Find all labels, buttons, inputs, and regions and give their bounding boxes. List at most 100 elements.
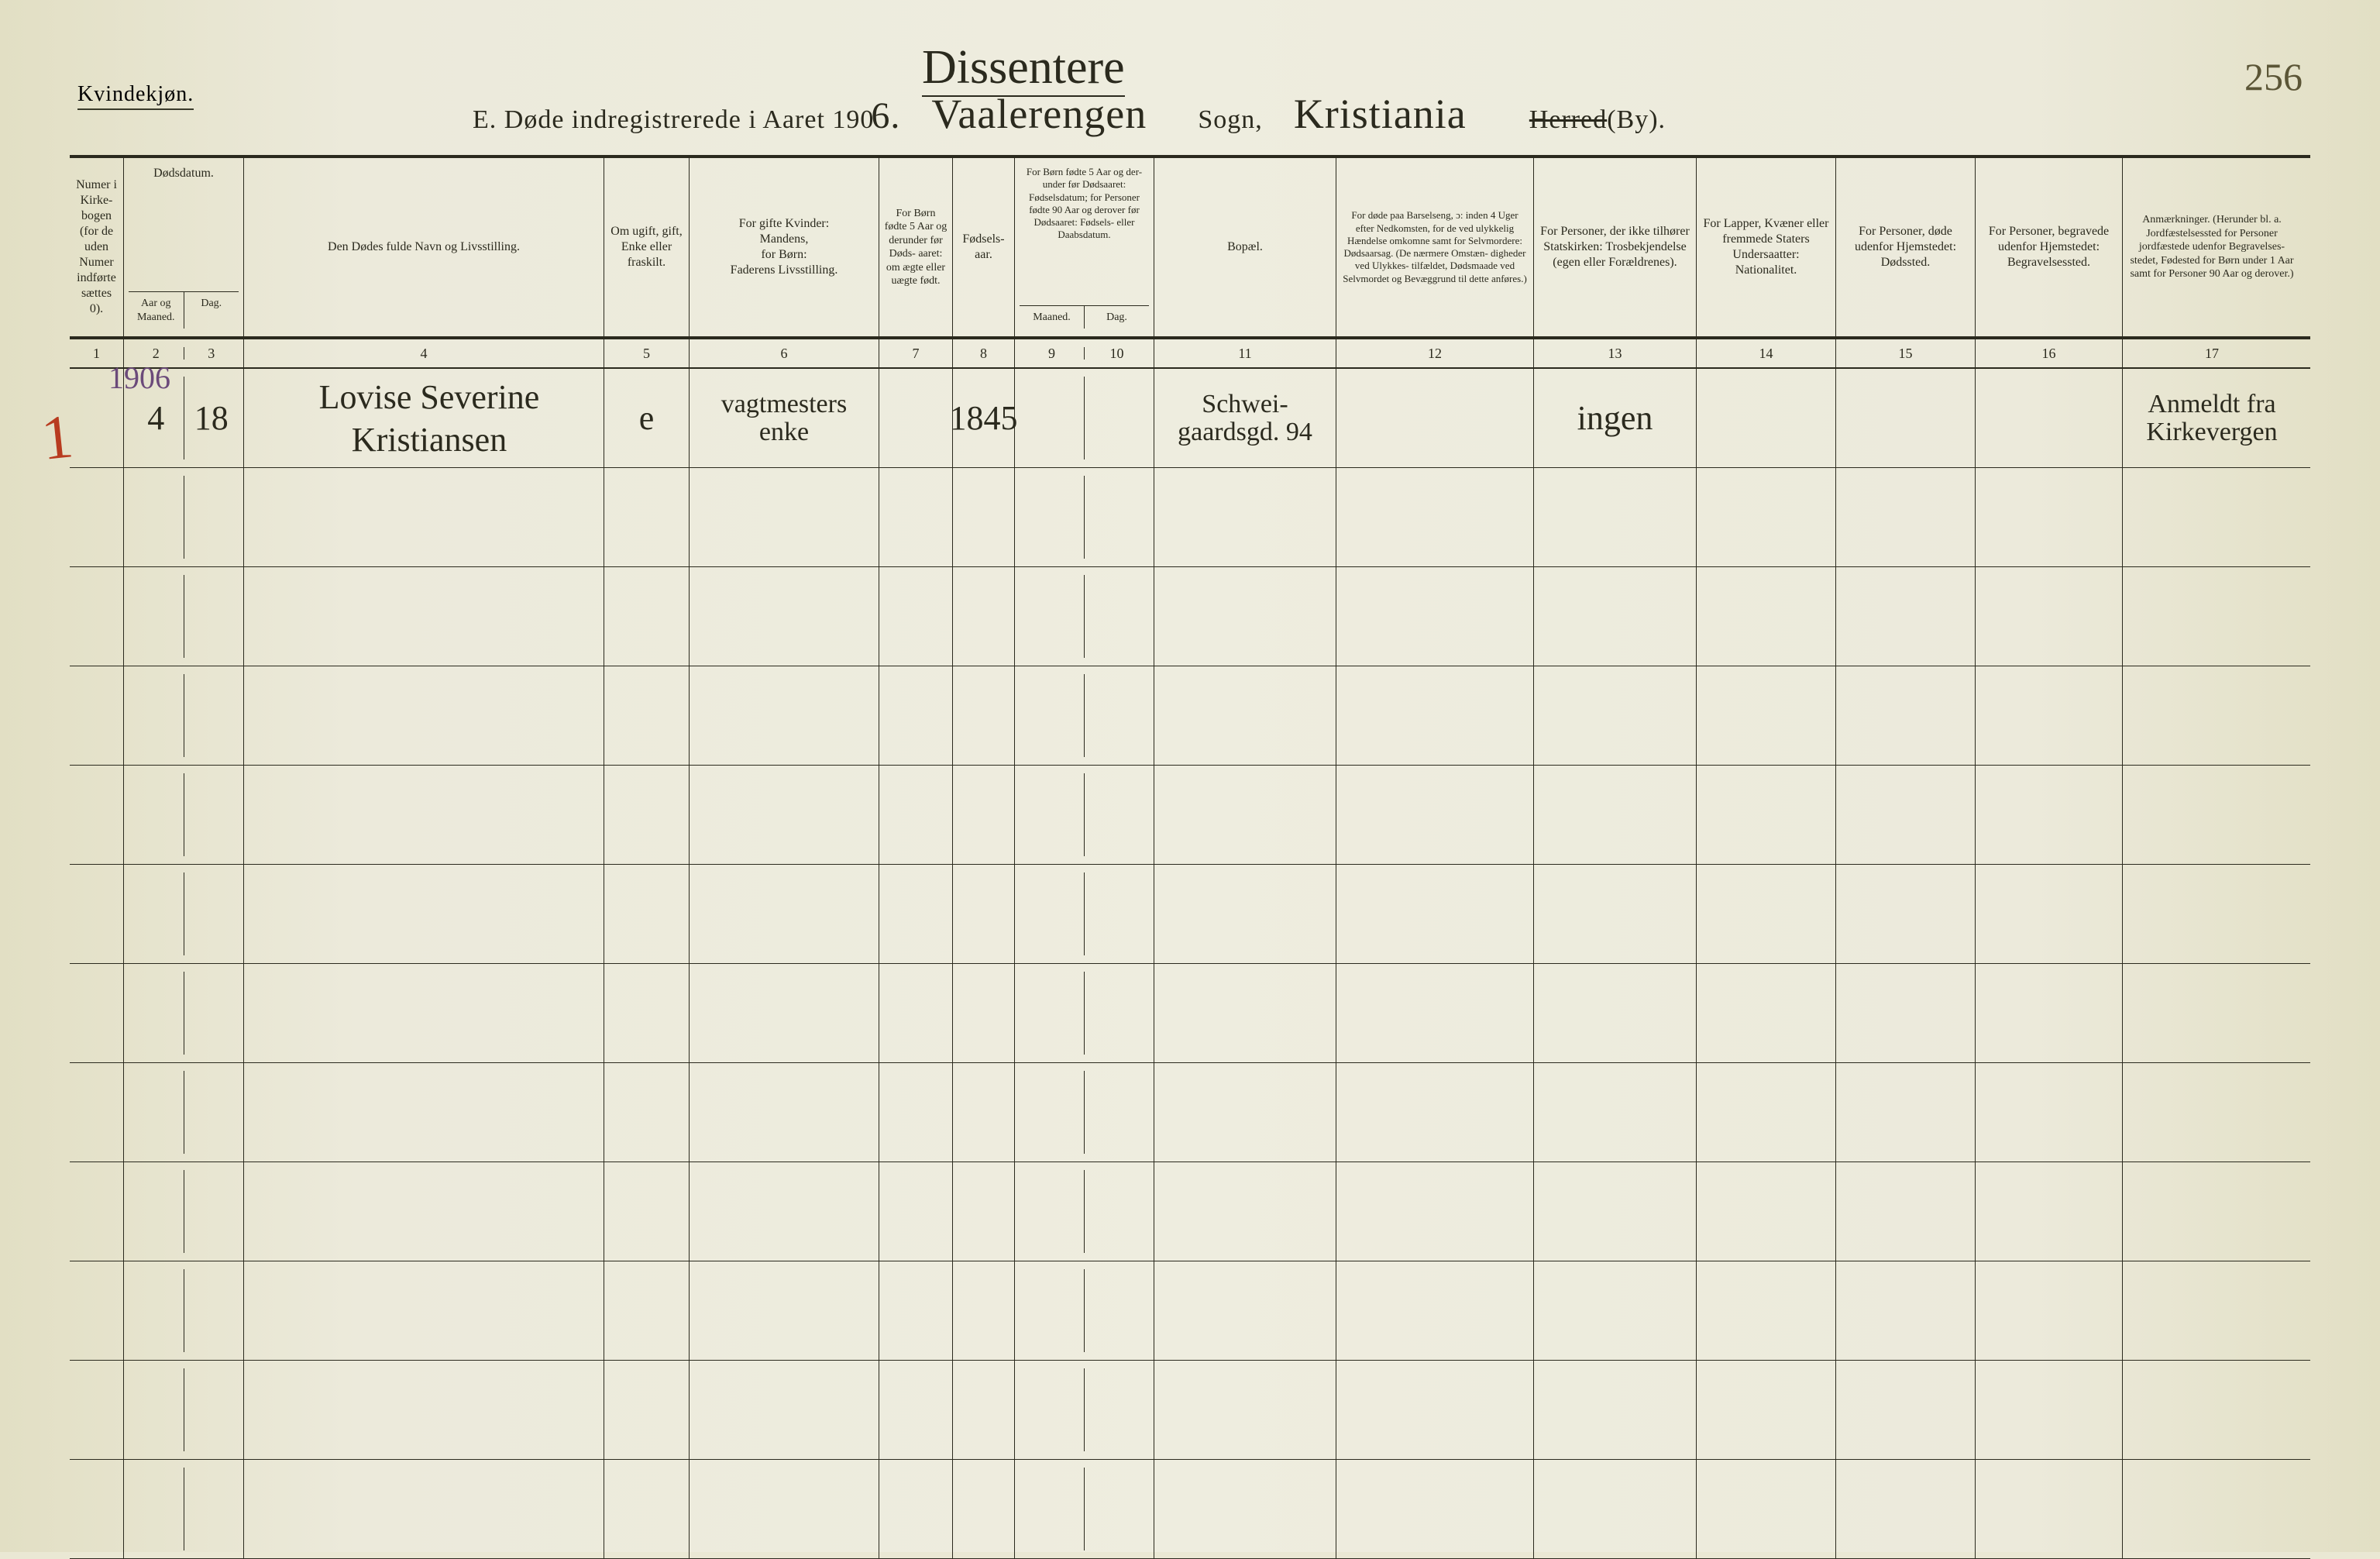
empty-cell: [244, 1162, 604, 1261]
empty-cell: [690, 964, 879, 1062]
empty-cell: [1534, 865, 1697, 963]
empty-cell: [1336, 1460, 1534, 1558]
colnum-7: 8: [953, 339, 1015, 367]
empty-cell: [1015, 1063, 1154, 1162]
empty-cell: [2123, 1460, 2301, 1558]
colnum-11: 13: [1534, 339, 1697, 367]
empty-cell: [604, 865, 690, 963]
col-header-8a: Maaned.: [1020, 306, 1085, 329]
col-header-2a: Aar og Maaned.: [129, 292, 184, 329]
empty-cell: [1154, 1162, 1336, 1261]
empty-cell: [604, 1261, 690, 1360]
cell-occupation: vagtmesters enke: [690, 369, 879, 467]
empty-cell: [1154, 1361, 1336, 1459]
col-header-4: Om ugift, gift, Enke eller fraskilt.: [604, 158, 690, 336]
empty-cell: [244, 468, 604, 566]
table-row: [70, 1361, 2310, 1460]
empty-cell: [1836, 1261, 1976, 1360]
column-number-row: 1 2 3 4 5 6 7 8 9 10 11 12 13 14 15: [70, 339, 2310, 369]
empty-cell: [1534, 1460, 1697, 1558]
empty-cell: [244, 666, 604, 765]
col-header-14: For Personer, begravede udenfor Hjemsted…: [1976, 158, 2123, 336]
table-row: [70, 964, 2310, 1063]
empty-cell: [1697, 1162, 1836, 1261]
col-header-5-bot: Faderens Livsstilling.: [731, 263, 838, 278]
parish-hand: Vaalerengen: [931, 90, 1179, 138]
empty-cell: [124, 766, 244, 864]
empty-cell: [2123, 1361, 2301, 1459]
ledger-table: Numer i Kirke- bogen (for de uden Numer …: [70, 155, 2310, 1559]
colnum-2a: 2: [129, 347, 184, 360]
empty-cell: [1336, 1261, 1534, 1360]
cell-occupation-l2: enke: [759, 418, 809, 446]
empty-cell: [70, 1261, 124, 1360]
empty-cell: [124, 1162, 244, 1261]
empty-cell: [1976, 766, 2123, 864]
empty-cell: [1534, 567, 1697, 666]
col-header-5: For gifte Kvinder: Mandens, for Børn: Fa…: [690, 158, 879, 336]
empty-cell: [1976, 1162, 2123, 1261]
cell-cause: [1336, 369, 1534, 467]
empty-cell: [1976, 1063, 2123, 1162]
colnum-8: 9 10: [1015, 339, 1154, 367]
empty-cell: [604, 468, 690, 566]
empty-cell: [879, 766, 953, 864]
empty-cell: [1534, 1162, 1697, 1261]
col-header-2b: Dag.: [184, 292, 239, 329]
empty-cell: [879, 1162, 953, 1261]
empty-cell: [70, 865, 124, 963]
cell-burialplace: [1976, 369, 2123, 467]
year-purple-annotation: 1906: [108, 360, 170, 396]
empty-cell: [879, 666, 953, 765]
empty-cell: [953, 1063, 1015, 1162]
empty-cell: [1336, 766, 1534, 864]
header-row: Numer i Kirke- bogen (for de uden Numer …: [70, 158, 2310, 339]
empty-cell: [1015, 468, 1154, 566]
empty-cell: [2123, 1162, 2301, 1261]
page-number: 256: [2244, 54, 2303, 99]
empty-cell: [1836, 666, 1976, 765]
empty-cell: [1154, 468, 1336, 566]
cell-residence-l1: Schwei-: [1202, 391, 1288, 418]
empty-cell: [690, 666, 879, 765]
empty-cell: [953, 766, 1015, 864]
empty-cell: [1697, 1261, 1836, 1360]
empty-cell: [2123, 666, 2301, 765]
empty-cell: [1697, 865, 1836, 963]
empty-cell: [244, 964, 604, 1062]
col-header-8: For Børn fødte 5 Aar og der- under før D…: [1015, 158, 1154, 336]
table-row: [70, 666, 2310, 766]
sogn-label: Sogn,: [1198, 105, 1262, 135]
cell-remark-l1: Anmeldt fra: [2148, 391, 2275, 418]
empty-cell: [2123, 468, 2301, 566]
table-row: [70, 567, 2310, 666]
empty-cell: [1154, 865, 1336, 963]
col-header-8-text: For Børn fødte 5 Aar og der- under før D…: [1020, 166, 1149, 242]
empty-cell: [604, 1063, 690, 1162]
empty-cell: [690, 468, 879, 566]
cell-occupation-l1: vagtmesters: [721, 391, 847, 418]
empty-cell: [1154, 1460, 1336, 1558]
empty-cell: [1697, 1361, 1836, 1459]
by-label: (By).: [1607, 105, 1666, 135]
table-row: [70, 1162, 2310, 1261]
empty-cell: [1697, 1063, 1836, 1162]
empty-cell: [1336, 1361, 1534, 1459]
colnum-9: 11: [1154, 339, 1336, 367]
empty-cell: [2123, 567, 2301, 666]
empty-cell: [2123, 766, 2301, 864]
empty-cell: [604, 1460, 690, 1558]
empty-cell: [124, 666, 244, 765]
page-header: Kvindekjøn. 256 Dissentere E. Døde indre…: [70, 46, 2310, 155]
empty-cell: [879, 964, 953, 1062]
colnum-4: 5: [604, 339, 690, 367]
gender-label: Kvindekjøn.: [77, 82, 194, 110]
empty-cell: [690, 567, 879, 666]
cell-birthyear: 1845: [953, 369, 1015, 467]
cell-residence-l2: gaardsgd. 94: [1178, 418, 1312, 446]
empty-cell: [1336, 1162, 1534, 1261]
empty-cell: [1154, 766, 1336, 864]
col-header-2: Dødsdatum. Aar og Maaned. Dag.: [124, 158, 244, 336]
empty-cell: [690, 1361, 879, 1459]
empty-cell: [2123, 1063, 2301, 1162]
